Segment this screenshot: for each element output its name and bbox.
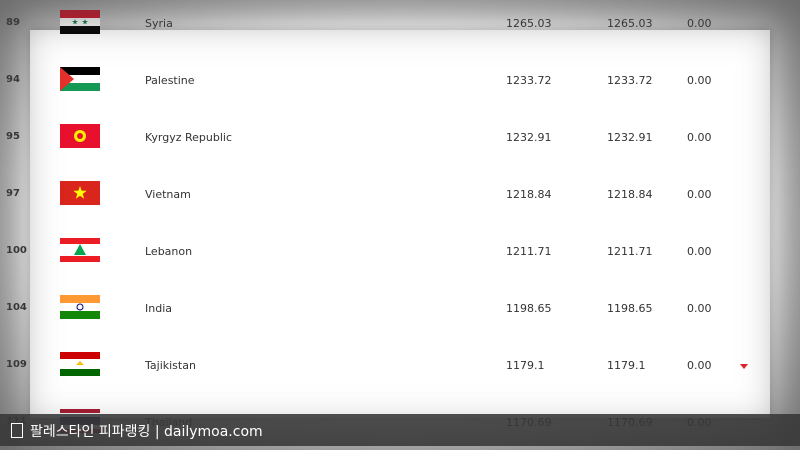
previous-points: 1218.84 [607, 188, 653, 201]
caption-icon [11, 423, 23, 438]
caption-bar: 팔레스타인 피파랭킹 | dailymoa.com [0, 414, 800, 446]
country-flag [60, 181, 100, 205]
points: 1232.91 [506, 131, 552, 144]
rank: 104 [6, 302, 27, 313]
country-name: Kyrgyz Republic [145, 131, 233, 144]
table-row: 89 Syria 1265.03 1265.03 0.00 [0, 10, 800, 40]
points-change: 0.00 [687, 359, 712, 372]
table-row: 109 Tajikistan 1179.1 1179.1 0.00 [0, 352, 800, 382]
points-change: 0.00 [687, 17, 712, 30]
country-name: Tajikistan [145, 359, 196, 372]
country-name: Syria [145, 17, 173, 30]
table-panel [30, 30, 770, 418]
country-name: Palestine [145, 74, 195, 87]
points-change: 0.00 [687, 302, 712, 315]
previous-points: 1198.65 [607, 302, 653, 315]
points: 1198.65 [506, 302, 552, 315]
points: 1233.72 [506, 74, 552, 87]
points: 1179.1 [506, 359, 545, 372]
points-change: 0.00 [687, 74, 712, 87]
table-row: 95 Kyrgyz Republic 1232.91 1232.91 0.00 [0, 124, 800, 154]
rank: 94 [6, 74, 20, 85]
points-change: 0.00 [687, 131, 712, 144]
table-row: 104 India 1198.65 1198.65 0.00 [0, 295, 800, 325]
rank: 109 [6, 359, 27, 370]
country-flag [60, 295, 100, 319]
points-change: 0.00 [687, 245, 712, 258]
table-row: 94 Palestine 1233.72 1233.72 0.00 [0, 67, 800, 97]
country-flag [60, 10, 100, 34]
country-flag [60, 352, 100, 376]
previous-points: 1265.03 [607, 17, 653, 30]
rank: 100 [6, 245, 27, 256]
points: 1211.71 [506, 245, 552, 258]
trend-arrow [740, 364, 748, 369]
points-change: 0.00 [687, 188, 712, 201]
country-flag [60, 67, 100, 91]
caption-text: 팔레스타인 피파랭킹 | dailymoa.com [30, 424, 263, 440]
previous-points: 1179.1 [607, 359, 646, 372]
country-name: India [145, 302, 172, 315]
table-row: 97 Vietnam 1218.84 1218.84 0.00 [0, 181, 800, 211]
previous-points: 1233.72 [607, 74, 653, 87]
table-row: 100 Lebanon 1211.71 1211.71 0.00 [0, 238, 800, 268]
points: 1265.03 [506, 17, 552, 30]
rank: 89 [6, 17, 20, 28]
previous-points: 1211.71 [607, 245, 653, 258]
rank: 97 [6, 188, 20, 199]
country-name: Lebanon [145, 245, 193, 258]
rank: 95 [6, 131, 20, 142]
country-name: Vietnam [145, 188, 191, 201]
country-flag [60, 124, 100, 148]
previous-points: 1232.91 [607, 131, 653, 144]
country-flag [60, 238, 100, 262]
points: 1218.84 [506, 188, 552, 201]
